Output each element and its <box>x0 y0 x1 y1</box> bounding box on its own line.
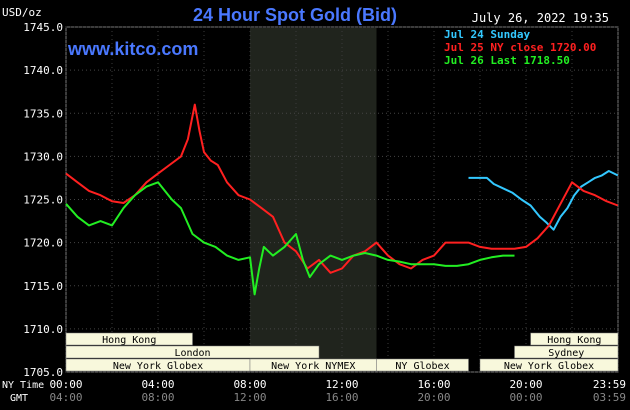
session-label: London <box>174 348 210 359</box>
session-bar <box>514 345 619 359</box>
gmt-time-tick: 04:00 <box>49 391 82 404</box>
gmt-time-tick: 08:00 <box>141 391 174 404</box>
y-axis-labels: 1745.0 1740.0 1735.0 1730.0 1725.0 1720.0 1715… <box>23 21 63 379</box>
session-label: New York Globex <box>504 361 594 372</box>
gmt-time-tick: 12:00 <box>233 391 266 404</box>
y-axis-unit: USD/oz <box>2 6 42 19</box>
timestamp: July 26, 2022 19:35 <box>472 11 609 25</box>
session-label: Sydney <box>548 348 584 359</box>
gmt-time-tick: 20:00 <box>417 391 450 404</box>
kitco-watermark: www.kitco.com <box>67 39 198 59</box>
session-bar <box>376 358 469 372</box>
session-bar <box>65 332 193 346</box>
gmt-time-tick: 03:59 <box>593 391 626 404</box>
y-tick-label: 1730.0 <box>23 150 63 163</box>
y-tick-label: 1715.0 <box>23 280 63 293</box>
x-axis-labels: 00:00 04:00 08:00 12:00 16:00 20:00 23:5904:00… <box>49 378 626 404</box>
ny-time-tick: 20:00 <box>509 378 542 391</box>
y-tick-label: 1745.0 <box>23 21 63 34</box>
chart-title: 24 Hour Spot Gold (Bid) <box>193 5 397 25</box>
price-series <box>65 103 619 296</box>
y-tick-label: 1735.0 <box>23 107 63 120</box>
session-label: New York NYMEX <box>271 361 355 372</box>
y-tick-label: 1710.0 <box>23 323 63 336</box>
nymex-shaded-region <box>250 28 377 371</box>
legend: Jul 24 Sunday Jul 25 NY close 1720.00 Ju… <box>444 28 596 67</box>
ny-time-tick: 04:00 <box>141 378 174 391</box>
session-bar <box>65 345 320 359</box>
session-label: NY Globex <box>395 361 449 372</box>
gmt-time-tick: 00:00 <box>509 391 542 404</box>
ny-time-tick: 23:59 <box>593 378 626 391</box>
ny-time-label: NY Time <box>2 380 44 391</box>
legend-item-jul25: Jul 25 NY close 1720.00 <box>444 41 596 54</box>
ny-time-tick: 00:00 <box>49 378 82 391</box>
gmt-label: GMT <box>10 393 28 404</box>
gridlines <box>65 26 619 373</box>
session-label: New York Globex <box>113 361 203 372</box>
y-tick-label: 1720.0 <box>23 237 63 250</box>
session-bar <box>530 332 619 346</box>
y-tick-label: 1725.0 <box>23 194 63 207</box>
ny-time-tick: 12:00 <box>325 378 358 391</box>
legend-item-jul26: Jul 26 Last 1718.50 <box>444 54 570 67</box>
series-line-0 <box>468 170 619 231</box>
ny-time-tick: 16:00 <box>417 378 450 391</box>
legend-item-jul24: Jul 24 Sunday <box>444 28 530 41</box>
session-label: Hong Kong <box>102 335 156 346</box>
y-tick-label: 1705.0 <box>23 366 63 379</box>
series-line-2 <box>65 181 515 296</box>
ny-time-tick: 08:00 <box>233 378 266 391</box>
session-bar <box>479 358 619 372</box>
session-label: Hong Kong <box>547 335 601 346</box>
session-bars: Hong Kong London New York Globex New York N… <box>65 332 619 372</box>
y-tick-label: 1740.0 <box>23 64 63 77</box>
gmt-time-tick: 16:00 <box>325 391 358 404</box>
series-line-1 <box>65 103 619 274</box>
